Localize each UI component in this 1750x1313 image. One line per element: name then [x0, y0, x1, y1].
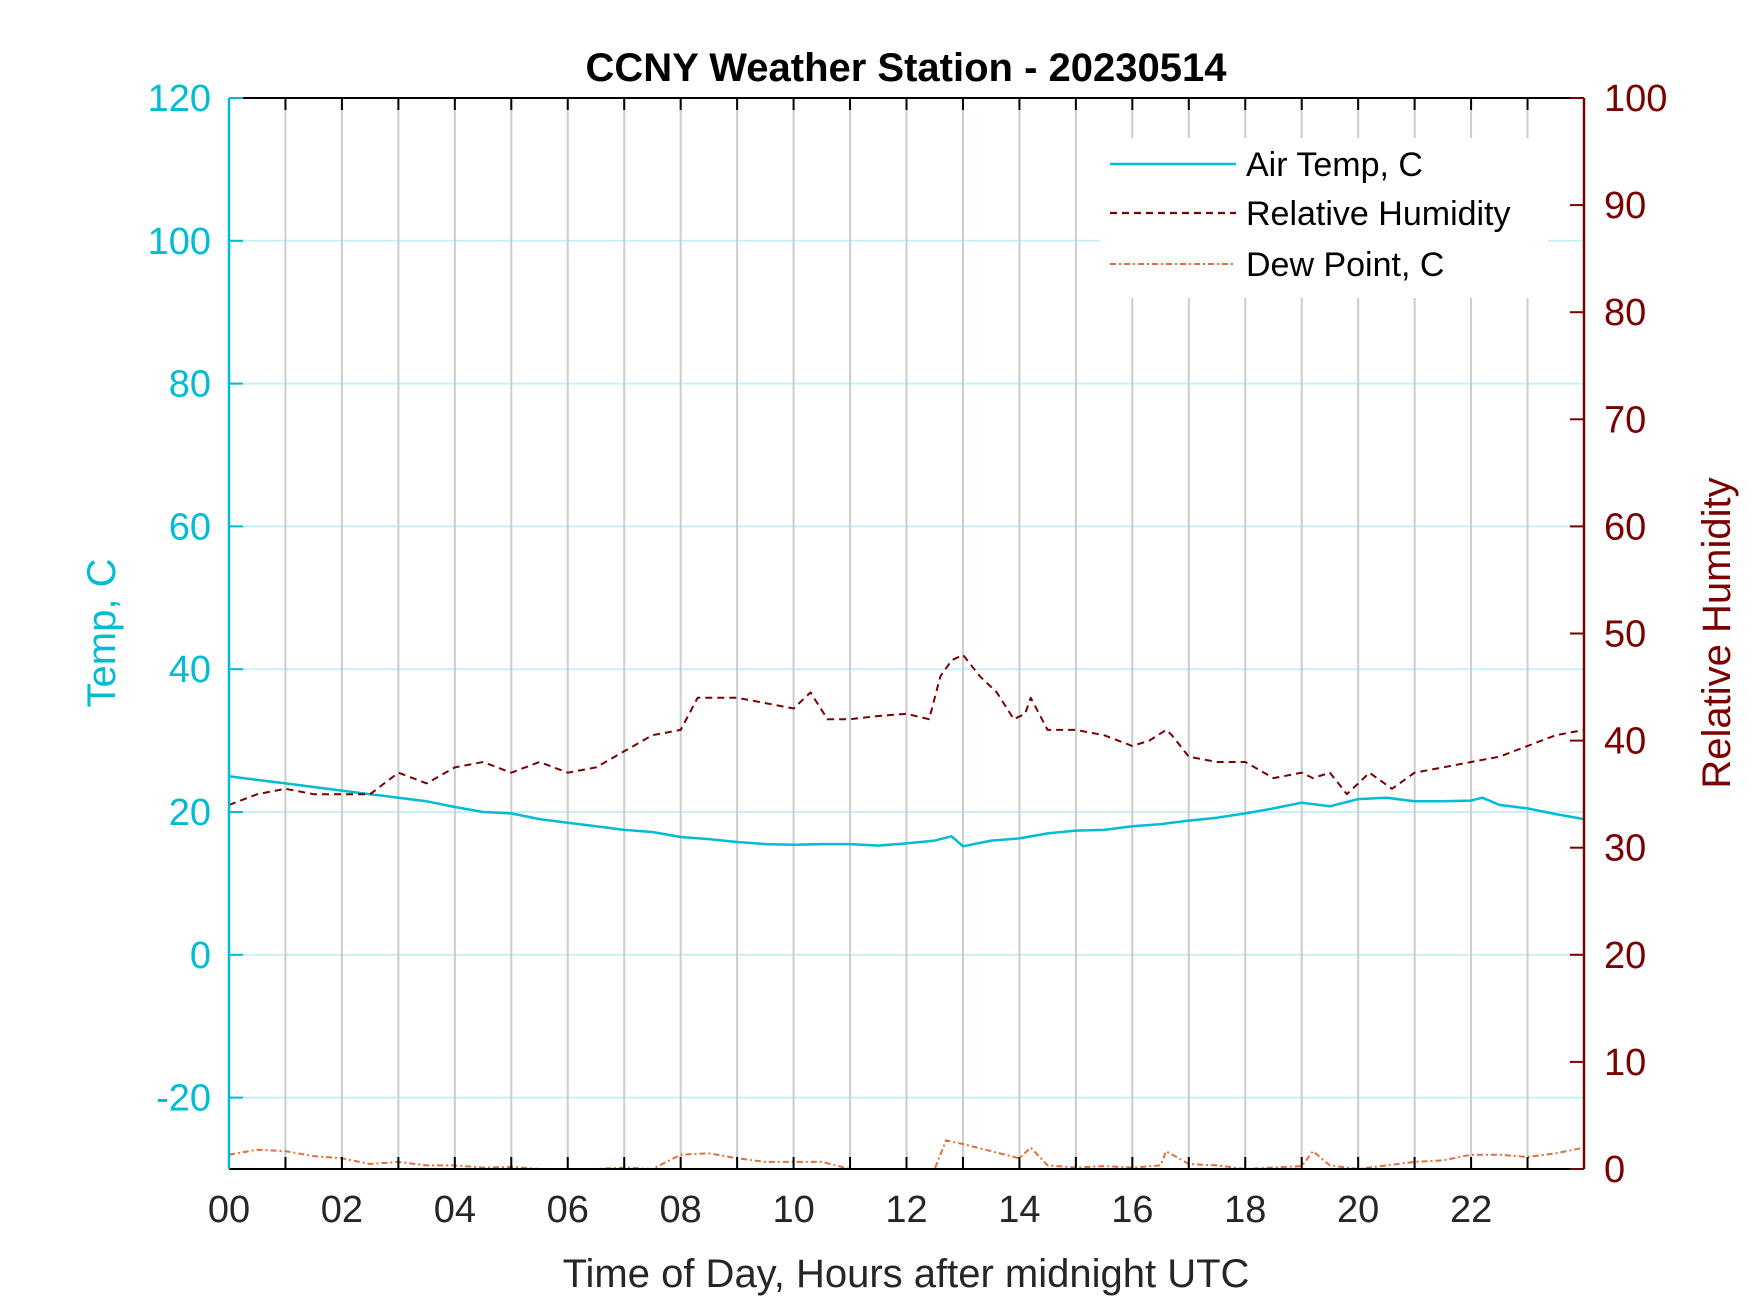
- series-layer: [228, 653, 1585, 1170]
- right-axis-label: Relative Humidity: [1695, 477, 1739, 788]
- right-tick-label: 60: [1604, 506, 1646, 548]
- legend-label-relative-humidity: Relative Humidity: [1246, 195, 1511, 233]
- x-tick-label: 14: [998, 1189, 1040, 1231]
- left-tick-label: 60: [169, 506, 211, 548]
- legend-label-dew-point: Dew Point, C: [1246, 246, 1444, 284]
- right-tick-label: 20: [1604, 935, 1646, 977]
- x-axis-ticks: 00 02 04 06 08 10 12 14 16 18 20 22: [208, 98, 1529, 1231]
- series-dew-point: [228, 1139, 1585, 1170]
- legend-label-air-temp: Air Temp, C: [1246, 146, 1423, 184]
- legend: Air Temp, C Relative Humidity Dew Point,…: [1100, 138, 1548, 298]
- x-tick-label: 00: [208, 1189, 250, 1231]
- right-axis-ticks: 0 10 20 30 40 50 60 70 80 90 100: [1570, 78, 1667, 1191]
- right-tick-label: 0: [1604, 1149, 1625, 1191]
- x-axis-label: Time of Day, Hours after midnight UTC: [563, 1252, 1250, 1296]
- left-tick-label: 100: [148, 221, 211, 263]
- x-tick-label: 04: [434, 1189, 476, 1231]
- x-tick-label: 22: [1450, 1189, 1492, 1231]
- left-axis-ticks: -20 0 20 40 60 80 100 120: [148, 78, 243, 1120]
- left-tick-label: 120: [148, 78, 211, 120]
- x-tick-label: 06: [547, 1189, 589, 1231]
- x-tick-label: 16: [1111, 1189, 1153, 1231]
- time-gridlines: [284, 98, 1529, 1169]
- right-tick-label: 90: [1604, 185, 1646, 227]
- x-tick-label: 08: [660, 1189, 702, 1231]
- left-axis-label: Temp, C: [80, 559, 124, 708]
- left-tick-label: 20: [169, 792, 211, 834]
- left-tick-label: 80: [169, 364, 211, 406]
- right-tick-label: 100: [1604, 78, 1667, 120]
- series-air-temp: [228, 775, 1585, 848]
- series-relative-humidity: [228, 653, 1585, 806]
- right-tick-label: 50: [1604, 614, 1646, 656]
- right-tick-label: 10: [1604, 1042, 1646, 1084]
- x-tick-label: 20: [1337, 1189, 1379, 1231]
- left-tick-label: -20: [156, 1078, 211, 1120]
- x-tick-label: 02: [321, 1189, 363, 1231]
- right-tick-label: 80: [1604, 292, 1646, 334]
- left-tick-label: 0: [190, 935, 211, 977]
- right-tick-label: 40: [1604, 721, 1646, 763]
- right-tick-label: 70: [1604, 399, 1646, 441]
- x-tick-label: 10: [772, 1189, 814, 1231]
- left-tick-label: 40: [169, 649, 211, 691]
- right-tick-label: 30: [1604, 828, 1646, 870]
- x-tick-label: 12: [885, 1189, 927, 1231]
- x-tick-label: 18: [1224, 1189, 1266, 1231]
- chart-title: CCNY Weather Station - 20230514: [586, 46, 1228, 90]
